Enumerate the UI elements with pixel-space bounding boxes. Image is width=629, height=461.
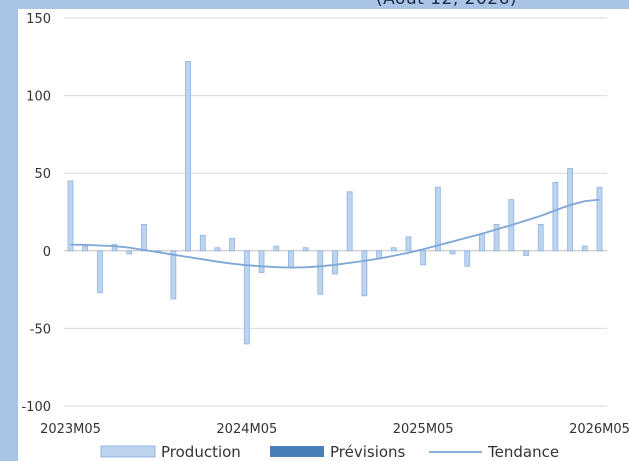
- bar-production: [111, 244, 118, 252]
- frame-border-top: [0, 0, 629, 9]
- y-tick-label: -50: [30, 322, 51, 337]
- trend-line: [70, 198, 600, 269]
- legend-label-production: Production: [161, 443, 241, 461]
- bar-production: [214, 247, 221, 252]
- bar-production: [258, 250, 265, 273]
- bar-production: [273, 245, 280, 252]
- bar-production: [170, 250, 177, 300]
- bar-production: [67, 180, 74, 252]
- bar-production: [288, 250, 294, 269]
- x-tick-label: 2024M05: [216, 422, 277, 437]
- y-tick-label: 50: [34, 167, 51, 182]
- bar-production: [346, 191, 353, 252]
- bar-production: [479, 233, 485, 252]
- x-tick-label: 2026M05: [569, 422, 629, 437]
- bar-production: [199, 234, 206, 252]
- bar-production: [537, 224, 544, 252]
- bar-production: [493, 224, 500, 252]
- bar-production: [567, 168, 574, 252]
- bar-production: [405, 236, 412, 252]
- bar-production: [243, 250, 250, 345]
- bar-production: [390, 247, 397, 252]
- bar-production: [229, 237, 236, 252]
- bar-production: [96, 250, 103, 294]
- legend-label-previsions: Prévisions: [330, 443, 406, 461]
- bar-production: [82, 245, 89, 252]
- bar-production: [596, 186, 603, 252]
- bar-production: [361, 250, 368, 297]
- bar-production: [317, 250, 324, 295]
- bar-production: [464, 250, 471, 267]
- bar-production: [302, 247, 309, 252]
- legend-swatch-previsions: [270, 446, 324, 457]
- x-tick-label: 2023M05: [40, 422, 101, 437]
- bar-production: [185, 61, 191, 252]
- x-tick-label: 2025M05: [393, 422, 454, 437]
- bar-production: [523, 250, 529, 256]
- bar-production: [552, 182, 559, 252]
- chart-title: (Août 12, 2026): [376, 0, 517, 9]
- y-tick-label: -100: [21, 400, 51, 415]
- bar-production: [420, 250, 427, 266]
- bar-production: [126, 250, 133, 255]
- bar-production: [434, 186, 441, 252]
- bar-production: [449, 250, 456, 255]
- legend-label-tendance: Tendance: [487, 443, 559, 461]
- y-tick-label: 150: [26, 12, 51, 27]
- y-tick-label: 0: [43, 245, 51, 260]
- bar-production: [141, 224, 147, 252]
- legend-swatch-production: [100, 445, 156, 458]
- bar-production: [332, 250, 338, 275]
- bar-production: [581, 245, 588, 252]
- frame-border-left: [0, 0, 18, 461]
- y-tick-label: 100: [26, 90, 51, 105]
- chart-title-clip: (Août 12, 2026): [330, 0, 629, 11]
